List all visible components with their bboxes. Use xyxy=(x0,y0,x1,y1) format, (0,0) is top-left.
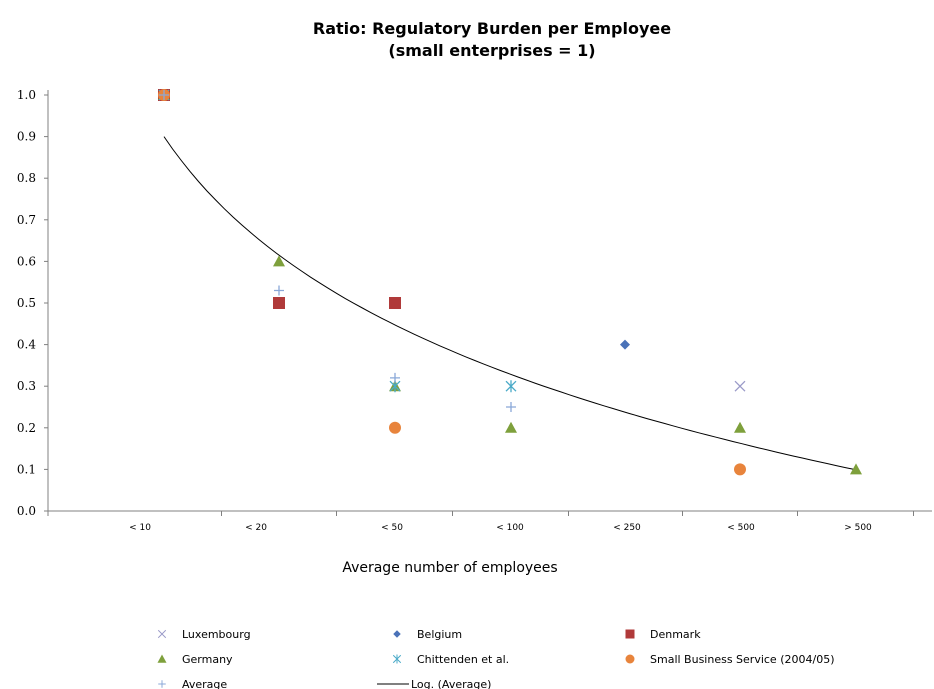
legend-label: Denmark xyxy=(650,628,701,641)
data-point-luxembourg xyxy=(734,380,746,392)
y-tick-label: 0.0 xyxy=(17,504,36,518)
data-point-average xyxy=(506,402,516,412)
x-ticks: < 10 < 20 < 50 < 100 < 250 < 500 > 500 xyxy=(47,511,914,533)
data-point-small-business-service-2004-05- xyxy=(734,463,746,476)
y-tick-label: 0.5 xyxy=(17,296,36,310)
data-point-average xyxy=(159,90,169,100)
legend-label: Germany xyxy=(182,653,233,666)
trendline-group xyxy=(163,136,855,470)
y-tick-label: 0.9 xyxy=(17,130,36,144)
x-tick-label: < 100 xyxy=(496,523,524,533)
y-tick-label: 0.1 xyxy=(17,462,36,476)
x-tick-label: < 250 xyxy=(613,523,641,533)
data-point-average xyxy=(274,285,284,296)
legend-label: Log. (Average) xyxy=(411,678,491,689)
data-point-belgium xyxy=(620,339,630,350)
legend-label: Average xyxy=(182,678,227,689)
legend-marker xyxy=(157,654,167,663)
legend-marker xyxy=(157,629,167,639)
chart-subtitle: (small enterprises = 1) xyxy=(388,41,595,60)
data-point-germany xyxy=(273,255,285,267)
y-tick-label: 0.6 xyxy=(17,254,36,268)
x-tick-label: < 10 xyxy=(129,523,151,533)
legend-label: Luxembourg xyxy=(182,628,251,641)
x-axis-label: Average number of employees xyxy=(342,560,557,576)
legend: Luxembourg Belgium Denmark Germany Chittende… xyxy=(157,628,834,689)
data-point-small-business-service-2004-05- xyxy=(389,421,401,434)
chart-title: Ratio: Regulatory Burden per Employee xyxy=(313,19,671,38)
y-tick-label: 0.3 xyxy=(17,379,36,393)
x-tick-label: < 20 xyxy=(245,523,267,533)
legend-label: Small Business Service (2004/05) xyxy=(650,653,834,666)
x-tick-label: < 500 xyxy=(727,523,755,533)
x-tick-label: > 500 xyxy=(844,523,872,533)
trendline xyxy=(163,136,855,470)
legend-marker xyxy=(393,630,401,638)
y-tick-label: 0.7 xyxy=(17,213,36,227)
data-point-chittenden-et-al- xyxy=(505,380,517,393)
legend-label: Chittenden et al. xyxy=(417,653,509,666)
data-point-denmark xyxy=(273,297,285,309)
data-point-denmark xyxy=(389,297,401,309)
y-tick-label: 0.4 xyxy=(17,338,36,352)
data-point-germany xyxy=(505,421,517,433)
data-point-average xyxy=(390,372,400,383)
legend-marker xyxy=(625,654,635,664)
y-tick-label: 1.0 xyxy=(17,88,36,102)
axes xyxy=(47,90,932,512)
legend-marker xyxy=(625,629,635,639)
data-point-germany xyxy=(734,421,746,433)
y-tick-label: 0.2 xyxy=(17,421,36,435)
data-point-germany xyxy=(850,463,862,475)
x-tick-label: < 50 xyxy=(381,523,403,533)
data-points xyxy=(158,89,862,476)
legend-label: Belgium xyxy=(417,628,462,641)
legend-marker xyxy=(158,680,166,688)
y-tick-label: 0.8 xyxy=(17,171,36,185)
y-ticks: 0.0 0.1 0.2 0.3 0.4 0.5 0.6 0.7 0.8 0.9 1.0 xyxy=(17,88,48,518)
legend-marker xyxy=(392,654,402,664)
